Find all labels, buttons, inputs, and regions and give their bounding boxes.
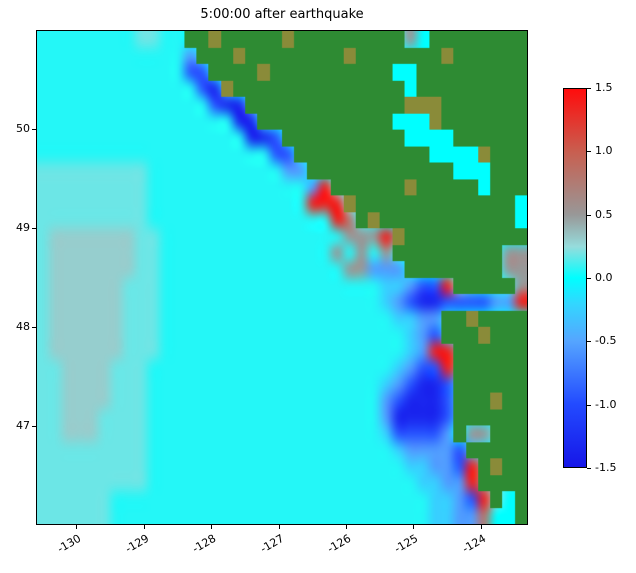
colorbar-tick-label: 0.0 [595, 271, 613, 284]
y-tick-mark [32, 426, 36, 427]
colorbar-tick-label: -1.0 [595, 397, 617, 411]
x-tick-label: -127 [257, 531, 286, 556]
colorbar-tick-label: -0.5 [595, 334, 617, 348]
colorbar-tick-mark [587, 468, 591, 469]
colorbar-tick-mark [587, 151, 591, 153]
colorbar-tick-label: -1.5 [595, 461, 617, 474]
x-tick-mark [346, 525, 347, 529]
x-tick-mark [76, 525, 78, 529]
y-tick-mark [32, 327, 36, 328]
colorbar-tick-label: 0.5 [595, 207, 613, 221]
colorbar-tick-mark [587, 341, 591, 343]
y-tick-label: 49 [16, 221, 30, 234]
heatmap-canvas [37, 31, 527, 524]
colorbar-tick-label: 1.5 [595, 81, 613, 94]
y-tick-mark [32, 129, 36, 130]
x-tick-label: -128 [190, 531, 219, 556]
x-tick-mark [480, 525, 482, 529]
y-tick-mark [32, 228, 36, 229]
colorbar [563, 88, 587, 468]
x-tick-mark [413, 525, 415, 529]
y-tick-label: 47 [16, 419, 30, 432]
x-tick-label: -126 [325, 531, 354, 556]
colorbar-tick-mark [587, 404, 591, 406]
y-tick-label: 50 [16, 122, 30, 135]
colorbar-tick-mark [587, 214, 591, 216]
x-tick-label: -125 [392, 531, 421, 556]
x-tick-mark [211, 525, 213, 529]
y-tick-label: 48 [16, 320, 30, 333]
colorbar-tick-label: 1.0 [595, 144, 613, 158]
x-tick-mark [143, 525, 145, 529]
plot-area [36, 30, 528, 525]
plot-title: 5:00:00 after earthquake [200, 7, 364, 22]
colorbar-tick-mark [587, 278, 591, 279]
x-tick-label: -124 [459, 531, 489, 556]
colorbar-tick-mark [587, 88, 591, 89]
x-tick-label: -130 [55, 531, 84, 556]
x-tick-label: -129 [122, 531, 152, 556]
x-tick-mark [278, 525, 280, 529]
